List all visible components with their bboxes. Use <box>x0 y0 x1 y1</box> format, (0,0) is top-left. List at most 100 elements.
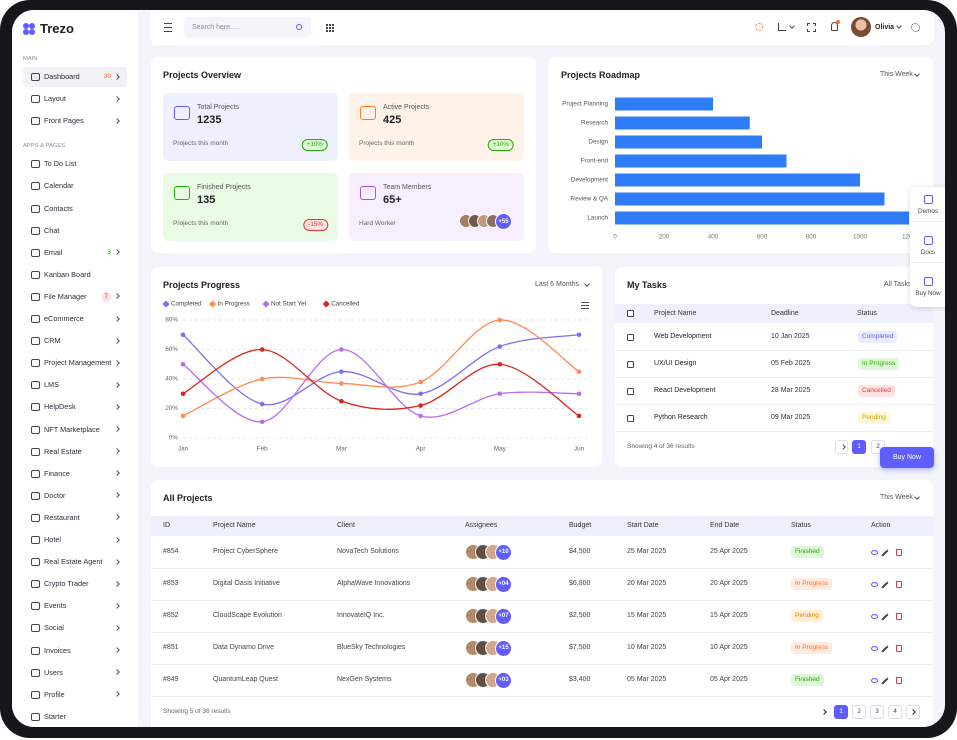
status-badge: Pending <box>858 412 890 424</box>
menu-item[interactable]: HelpDesk <box>44 402 76 412</box>
user-avatar[interactable] <box>851 17 871 37</box>
page-button[interactable] <box>852 705 866 719</box>
end-date: 25 Apr 2025 <box>710 548 748 555</box>
menu-item[interactable]: Social <box>44 623 64 633</box>
menu-item[interactable]: NFT Marketplace <box>44 424 100 434</box>
menu-item[interactable]: Email <box>44 247 63 257</box>
menu-item[interactable]: Kanban Board <box>44 269 91 279</box>
menu-item[interactable]: Real Estate <box>44 446 82 456</box>
page-next[interactable] <box>906 705 920 719</box>
client-name: InnovateIQ Inc. <box>337 612 385 619</box>
menu-item[interactable]: Front Pages <box>44 116 84 126</box>
page-button[interactable] <box>852 440 866 454</box>
delete-icon[interactable] <box>896 677 902 684</box>
data-point <box>180 391 186 397</box>
budget: $3,400 <box>569 676 591 683</box>
menu-item[interactable]: Layout <box>44 94 66 104</box>
menu-item[interactable]: Profile <box>44 689 65 699</box>
menu-item[interactable]: Project Management <box>44 358 112 368</box>
buy-now-button[interactable] <box>880 447 934 468</box>
page-button[interactable] <box>834 705 848 719</box>
column-header: Project Name <box>213 522 256 529</box>
notification-icon[interactable] <box>831 22 838 31</box>
legend-label: Cancelled <box>331 301 360 308</box>
period-filter[interactable]: Last 6 Months <box>535 281 579 288</box>
menu-item[interactable]: Crypto Trader <box>44 579 89 589</box>
checkbox[interactable] <box>627 387 634 395</box>
menu-item[interactable]: Dashboard <box>44 72 80 81</box>
task-deadline: 10 Jan 2025 <box>771 333 810 340</box>
theme-icon[interactable] <box>755 23 763 31</box>
logo-dot <box>23 29 29 35</box>
legend-marker <box>162 300 170 308</box>
floating-label[interactable]: Buy Now <box>915 290 941 297</box>
view-icon[interactable] <box>871 645 878 651</box>
menu-item[interactable]: Restaurant <box>44 512 80 522</box>
column-header: End Date <box>710 522 740 529</box>
menu-item[interactable]: Doctor <box>44 490 66 500</box>
stat-label: Active Projects <box>383 104 430 111</box>
team-count: +55 <box>498 218 509 225</box>
menu-item[interactable]: Users <box>44 667 64 677</box>
settings-icon[interactable] <box>911 23 920 32</box>
menu-toggle-line <box>164 23 172 25</box>
period-filter[interactable]: This Week <box>880 71 913 78</box>
stat-icon <box>174 106 190 120</box>
menu-item[interactable]: Finance <box>44 468 70 478</box>
delete-icon[interactable] <box>896 613 902 620</box>
page-button[interactable] <box>888 705 902 719</box>
section-title: MAIN <box>23 56 38 62</box>
menu-item[interactable]: Contacts <box>44 203 73 213</box>
page-number: 2 <box>857 708 861 715</box>
language-icon[interactable] <box>778 23 786 31</box>
status-badge: In Progress <box>791 578 833 590</box>
menu-item[interactable]: LMS <box>44 380 60 390</box>
floating-icon[interactable] <box>924 277 933 286</box>
delete-icon[interactable] <box>896 645 902 652</box>
bar <box>615 173 860 187</box>
user-name[interactable]: Olivia <box>875 24 895 31</box>
view-icon[interactable] <box>871 613 878 619</box>
menu-item[interactable]: Events <box>44 601 67 611</box>
menu-item[interactable]: To Do List <box>44 159 77 169</box>
view-icon[interactable] <box>871 581 878 587</box>
floating-icon[interactable] <box>924 195 933 204</box>
checkbox[interactable] <box>627 333 634 341</box>
floating-icon[interactable] <box>924 236 933 245</box>
floating-label[interactable]: Demos <box>918 208 938 215</box>
fullscreen-icon[interactable] <box>807 23 816 32</box>
table-footer: Showing 4 of 36 results <box>627 443 695 450</box>
project-id: #854 <box>163 548 179 555</box>
buy-now-label: Buy Now <box>892 453 922 461</box>
menu-item[interactable]: eCommerce <box>44 314 84 323</box>
menu-icon <box>31 425 40 434</box>
x-tick-label: 200 <box>659 234 670 241</box>
menu-item[interactable]: Real Estate Agent <box>44 557 103 567</box>
menu-item[interactable]: File Manager <box>44 291 87 301</box>
view-icon[interactable] <box>871 549 878 555</box>
assignee-count-bg <box>495 575 512 593</box>
checkbox[interactable] <box>627 310 634 317</box>
period-filter[interactable]: This Week <box>880 494 913 501</box>
delete-icon[interactable] <box>896 581 902 588</box>
menu-item[interactable]: CRM <box>44 336 61 346</box>
row-divider <box>151 664 933 665</box>
menu-item[interactable]: Chat <box>44 225 60 235</box>
floating-label[interactable]: Docs <box>920 249 936 256</box>
chart-menu-line <box>581 305 589 307</box>
page-prev[interactable] <box>835 440 848 454</box>
delete-icon[interactable] <box>896 549 902 556</box>
menu-toggle-line <box>164 31 172 33</box>
task-filter[interactable]: All Tasks <box>884 281 912 288</box>
menu-item[interactable]: Starter <box>44 711 66 721</box>
view-icon[interactable] <box>871 677 878 683</box>
checkbox[interactable] <box>627 360 634 368</box>
menu-item[interactable]: Invoices <box>44 645 71 655</box>
table-footer: Showing 5 of 36 results <box>163 708 231 715</box>
page-button[interactable] <box>870 705 884 719</box>
search-box[interactable] <box>184 17 311 38</box>
checkbox[interactable] <box>627 414 634 422</box>
menu-item[interactable]: Hotel <box>44 535 62 544</box>
row-divider <box>151 600 933 601</box>
menu-item[interactable]: Calendar <box>44 181 74 191</box>
